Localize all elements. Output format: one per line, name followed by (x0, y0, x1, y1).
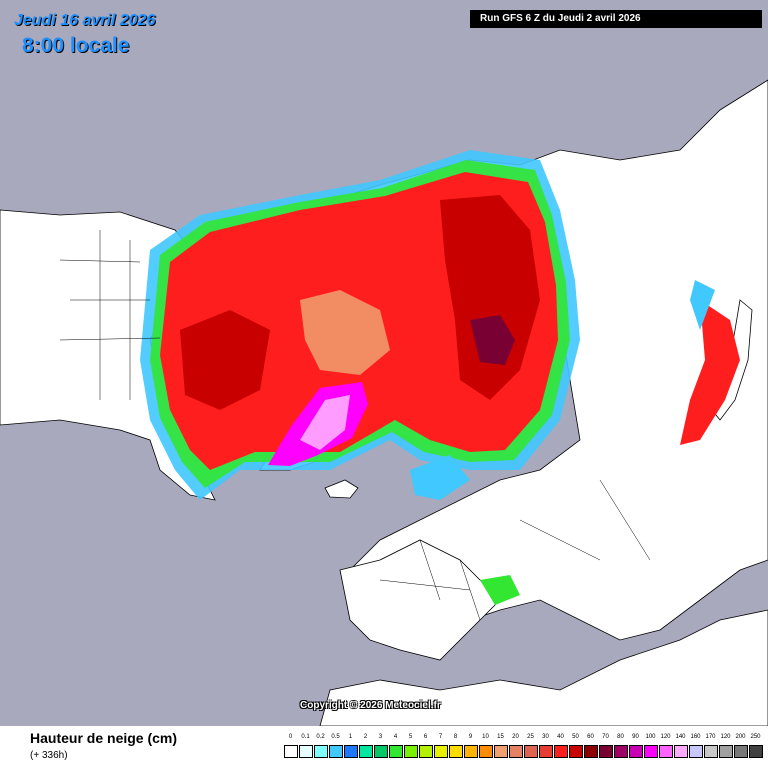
scale-swatch (344, 745, 358, 758)
scale-label: 15 (497, 734, 504, 740)
scale-label: 80 (617, 734, 624, 740)
copyright-text: Copyright © 2026 Meteociel.fr (300, 700, 441, 711)
scale-label: 10 (482, 734, 489, 740)
border-lines-na (59, 230, 161, 400)
snow-layer (140, 150, 740, 605)
land-north-africa (319, 609, 768, 726)
color-scale-labels: 0 0.1 0.2 0.5 1 2 3 4 5 6 7 8 9 10 15 20 25 30 40 50 60 70 80 9… (284, 734, 764, 744)
scale-label: 4 (393, 734, 398, 740)
scale-swatch (719, 745, 733, 758)
legend-subtitle: (+ 336h) (30, 750, 68, 761)
land-europe (339, 539, 501, 661)
scale-swatch (524, 745, 538, 758)
land-iceland (324, 479, 359, 499)
forecast-date: Jeudi 16 avril 2026 (14, 12, 156, 29)
forecast-time: 8:00 locale (22, 34, 130, 57)
scale-swatch (644, 745, 658, 758)
scale-label: 40 (557, 734, 564, 740)
scale-swatch (494, 745, 508, 758)
scale-label: 30 (542, 734, 549, 740)
scale-label: 6 (423, 734, 428, 740)
scale-swatch (509, 745, 523, 758)
scale-label: 70 (602, 734, 609, 740)
scale-label: 5 (408, 734, 413, 740)
snow-japan-fringe (690, 280, 715, 330)
scale-label: 1 (348, 734, 353, 740)
scale-label: 9 (468, 734, 473, 740)
snow-scandinavia (410, 455, 470, 500)
scale-swatch (314, 745, 328, 758)
scale-label: 90 (632, 734, 639, 740)
scale-label: 120 (660, 734, 671, 740)
scale-swatch (329, 745, 343, 758)
scale-swatch (629, 745, 643, 758)
scale-swatch (449, 745, 463, 758)
model-run-label: Run GFS 6 Z du Jeudi 2 avril 2026 (470, 10, 762, 28)
scale-label: 7 (438, 734, 443, 740)
scale-swatch (569, 745, 583, 758)
map-canvas (0, 79, 768, 726)
scale-swatch (419, 745, 433, 758)
scale-label: 200 (735, 734, 746, 740)
scale-swatch (704, 745, 718, 758)
scale-label: 0.1 (301, 734, 310, 740)
scale-label: 50 (572, 734, 579, 740)
snow-deep-canada (180, 310, 270, 410)
scale-swatch (359, 745, 373, 758)
scale-swatch (584, 745, 598, 758)
scale-swatch (479, 745, 493, 758)
borders-layer (59, 230, 651, 621)
scale-label: 20 (512, 734, 519, 740)
snow-deep-siberia (440, 195, 540, 400)
snow-darkest-siberia (470, 315, 515, 365)
scale-swatch (389, 745, 403, 758)
snow-greenland-pink (300, 395, 350, 450)
scale-swatch (599, 745, 613, 758)
legend-title: Hauteur de neige (cm) (30, 730, 178, 746)
scale-swatch (284, 745, 298, 758)
border-lines-europe (379, 479, 651, 621)
scale-label: 140 (675, 734, 686, 740)
scale-swatch (749, 745, 763, 758)
scale-label: 120 (720, 734, 731, 740)
scale-label: 0.2 (316, 734, 325, 740)
scale-swatch (659, 745, 673, 758)
scale-label: 8 (453, 734, 458, 740)
scale-label: 60 (587, 734, 594, 740)
scale-swatch (554, 745, 568, 758)
snow-depth-map: Jeudi 16 avril 2026 8:00 locale Run GFS … (0, 10, 768, 726)
scale-swatch (614, 745, 628, 758)
snow-arctic-orange (300, 290, 390, 375)
scale-label: 100 (645, 734, 656, 740)
scale-label: 0 (288, 734, 293, 740)
scale-swatch (689, 745, 703, 758)
scale-swatch (374, 745, 388, 758)
scale-swatch (464, 745, 478, 758)
legend-footer: Hauteur de neige (cm) (+ 336h) 0 0.1 0.2 0.… (0, 726, 768, 768)
scale-swatch (539, 745, 553, 758)
color-scale-boxes (284, 745, 764, 759)
scale-label: 160 (690, 734, 701, 740)
scale-swatch (734, 745, 748, 758)
scale-label: 2 (363, 734, 368, 740)
scale-label: 250 (750, 734, 761, 740)
scale-label: 0.5 (331, 734, 340, 740)
scale-label: 170 (705, 734, 716, 740)
scale-label: 3 (378, 734, 383, 740)
scale-swatch (674, 745, 688, 758)
scale-swatch (404, 745, 418, 758)
scale-swatch (434, 745, 448, 758)
scale-label: 25 (527, 734, 534, 740)
scale-swatch (299, 745, 313, 758)
snow-japan (680, 300, 740, 445)
snow-alps (480, 575, 520, 605)
